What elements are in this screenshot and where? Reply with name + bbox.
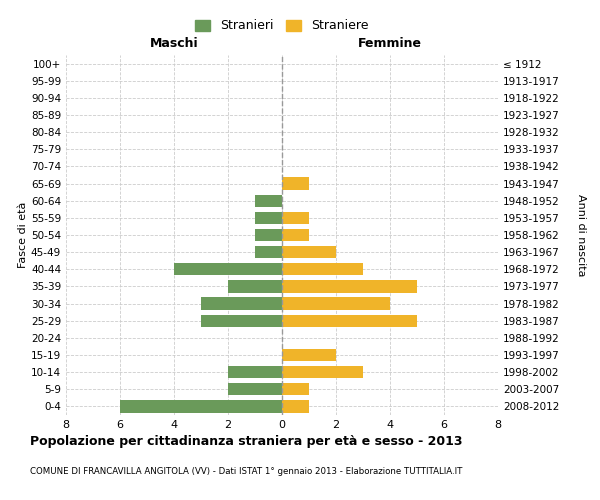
Bar xyxy=(201,314,282,327)
Y-axis label: Anni di nascita: Anni di nascita xyxy=(576,194,586,276)
Bar xyxy=(255,212,282,224)
Bar xyxy=(282,349,336,361)
Text: Popolazione per cittadinanza straniera per età e sesso - 2013: Popolazione per cittadinanza straniera p… xyxy=(30,435,463,448)
Bar xyxy=(228,366,282,378)
Bar xyxy=(282,383,309,396)
Text: Femmine: Femmine xyxy=(358,37,422,50)
Legend: Stranieri, Straniere: Stranieri, Straniere xyxy=(190,14,374,38)
Bar xyxy=(282,298,390,310)
Bar xyxy=(282,246,336,258)
Bar xyxy=(201,298,282,310)
Bar xyxy=(282,280,417,292)
Text: COMUNE DI FRANCAVILLA ANGITOLA (VV) - Dati ISTAT 1° gennaio 2013 - Elaborazione : COMUNE DI FRANCAVILLA ANGITOLA (VV) - Da… xyxy=(30,468,463,476)
Bar xyxy=(228,383,282,396)
Bar xyxy=(282,400,309,412)
Bar xyxy=(255,194,282,207)
Bar xyxy=(282,178,309,190)
Bar xyxy=(120,400,282,412)
Text: Maschi: Maschi xyxy=(149,37,199,50)
Bar xyxy=(282,229,309,241)
Bar xyxy=(174,263,282,276)
Y-axis label: Fasce di età: Fasce di età xyxy=(18,202,28,268)
Bar xyxy=(255,229,282,241)
Bar xyxy=(282,366,363,378)
Bar xyxy=(282,212,309,224)
Bar xyxy=(282,263,363,276)
Bar xyxy=(228,280,282,292)
Bar xyxy=(282,314,417,327)
Bar xyxy=(255,246,282,258)
